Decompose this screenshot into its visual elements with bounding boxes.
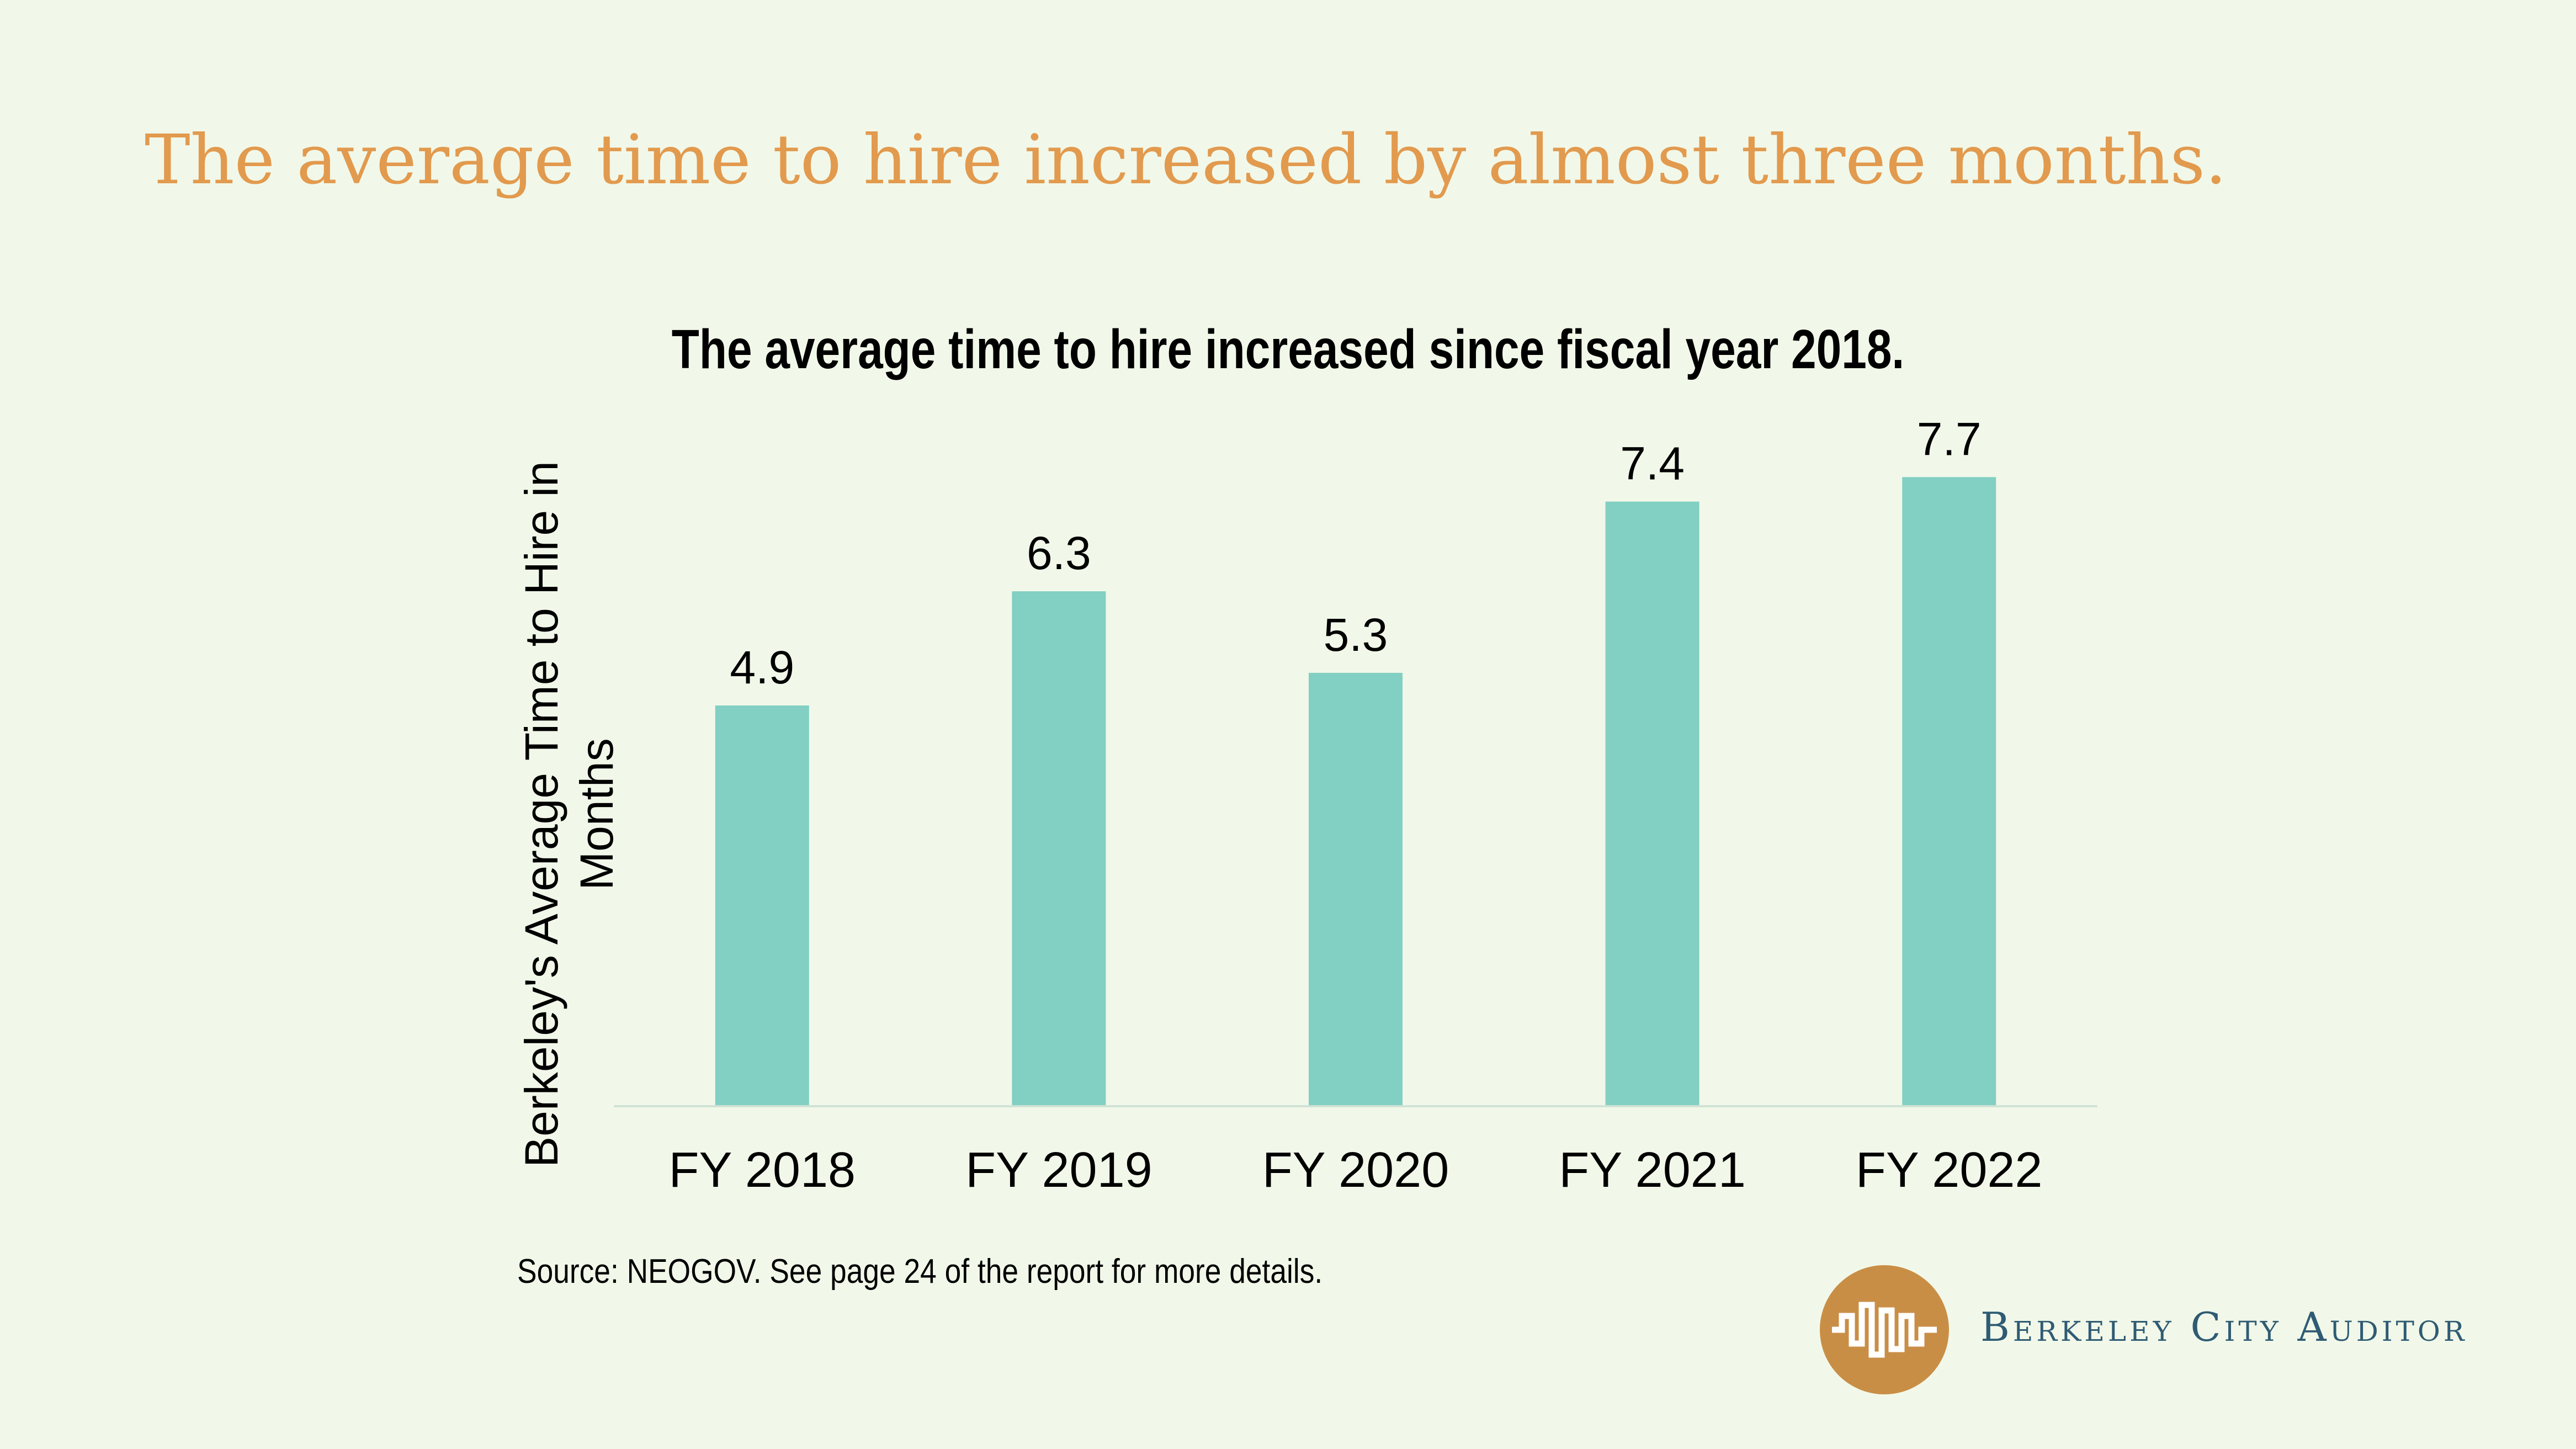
- data-label: 4.9: [730, 641, 794, 693]
- brand-name: Berkeley City Auditor: [1980, 1304, 2468, 1350]
- x-tick-label: FY 2020: [1262, 1143, 1449, 1198]
- bar-fy-2018: [715, 705, 809, 1105]
- data-label: 7.7: [1917, 413, 1982, 465]
- chart-title: The average time to hire increased since…: [671, 319, 1905, 380]
- data-label: 7.4: [1620, 438, 1685, 490]
- bar-fy-2021: [1605, 501, 1699, 1105]
- page-headline: The average time to hire increased by al…: [145, 120, 2227, 200]
- waveform-seal-icon: [1820, 1265, 1949, 1394]
- bar-fy-2020: [1309, 672, 1403, 1105]
- bars-group: [715, 477, 1996, 1106]
- data-label: 6.3: [1027, 527, 1091, 579]
- data-label: 5.3: [1324, 609, 1388, 661]
- y-axis-label: Berkeley's Average Time to Hire inMonths: [516, 461, 623, 1167]
- x-tick-label: FY 2021: [1559, 1143, 1746, 1198]
- x-tick-label: FY 2022: [1856, 1143, 2043, 1198]
- x-tick-label: FY 2018: [668, 1143, 856, 1198]
- bar-fy-2022: [1902, 477, 1996, 1106]
- bar-fy-2019: [1012, 591, 1106, 1105]
- source-note: Source: NEOGOV. See page 24 of the repor…: [517, 1252, 1323, 1291]
- x-tick-label: FY 2019: [965, 1143, 1152, 1198]
- labels-group: 4.9 FY 2018 6.3 FY 2019 5.3 FY 2020 7.4 FY 2021…: [668, 413, 2042, 1198]
